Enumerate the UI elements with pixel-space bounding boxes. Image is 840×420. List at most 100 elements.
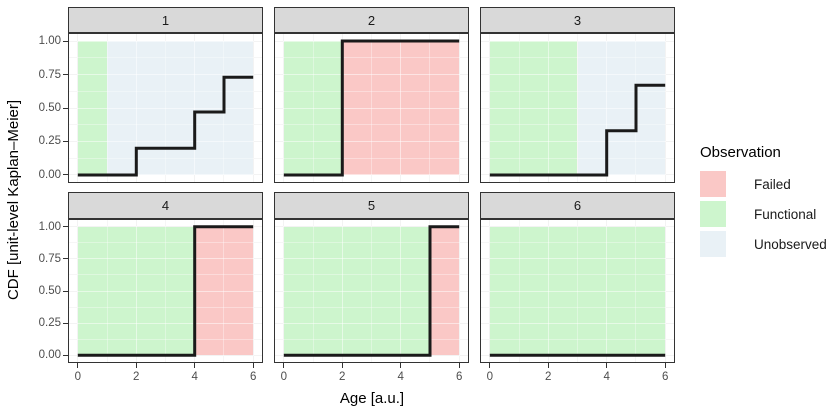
x-tick-label: 2 xyxy=(339,371,346,383)
legend: Observation Failed Functional Unobserved xyxy=(700,144,827,261)
gridline-overlay xyxy=(481,107,674,109)
facet-strip-6: 6 xyxy=(480,192,675,219)
gridline-overlay xyxy=(69,140,262,142)
x-tick-mark xyxy=(341,363,343,368)
legend-label-unobserved: Unobserved xyxy=(754,236,827,252)
y-tick-label: 1.00 xyxy=(38,220,61,233)
facet-panel-1 xyxy=(68,33,263,183)
gridline-overlay xyxy=(481,74,674,76)
gridline-overlay xyxy=(275,274,468,276)
gridline-overlay xyxy=(275,306,468,308)
gridline-overlay xyxy=(69,90,262,92)
x-tick-mark xyxy=(606,363,608,368)
y-tick-label: 0.50 xyxy=(38,285,61,297)
gridline-overlay xyxy=(69,57,262,59)
gridline-overlay xyxy=(481,57,674,59)
x-tick-mark xyxy=(458,363,460,368)
gridline-overlay xyxy=(481,140,674,142)
y-tick-mark xyxy=(63,140,68,142)
x-tick-label: 4 xyxy=(191,371,198,383)
facet-strip-3: 3 xyxy=(480,7,675,33)
y-tick-mark xyxy=(63,226,68,228)
y-tick-mark xyxy=(63,74,68,76)
x-tick-label: 6 xyxy=(250,371,257,383)
legend-item-failed: Failed xyxy=(700,171,827,197)
gridline-overlay xyxy=(481,338,674,340)
facet-panel-6 xyxy=(480,219,675,363)
gridline-overlay xyxy=(481,90,674,92)
gridline-overlay xyxy=(481,124,674,126)
gridline-overlay xyxy=(481,157,674,159)
gridline-overlay xyxy=(275,258,468,260)
y-tick-label: 0.75 xyxy=(38,68,61,81)
gridline-overlay xyxy=(69,290,262,292)
facet-strip-1: 1 xyxy=(68,7,263,33)
y-tick-mark xyxy=(63,354,68,356)
gridline-overlay xyxy=(481,258,674,260)
x-tick-label: 6 xyxy=(662,371,669,383)
facet-strip-5: 5 xyxy=(274,192,469,219)
x-tick-mark xyxy=(77,363,79,368)
facet-strip-2: 2 xyxy=(274,7,469,33)
facet-panel-2 xyxy=(274,33,469,183)
gridline-overlay xyxy=(481,306,674,308)
gridline-overlay xyxy=(69,107,262,109)
x-tick-label: 0 xyxy=(74,371,81,383)
gridline-overlay xyxy=(275,140,468,142)
gridline-overlay xyxy=(69,274,262,276)
gridline-overlay xyxy=(69,40,262,42)
x-tick-mark xyxy=(283,363,285,368)
y-tick-label: 0.25 xyxy=(38,317,61,330)
legend-label-failed: Failed xyxy=(754,176,791,192)
gridline-overlay xyxy=(275,124,468,126)
gridline-overlay xyxy=(275,107,468,109)
kaplan-meier-step-line xyxy=(283,225,460,357)
x-tick-mark xyxy=(135,363,137,368)
x-tick-mark xyxy=(547,363,549,368)
gridline-overlay xyxy=(69,258,262,260)
facet-panel-4 xyxy=(68,219,263,363)
y-tick-mark xyxy=(63,174,68,176)
kaplan-meier-step-line xyxy=(489,353,666,357)
facet-strip-4: 4 xyxy=(68,192,263,219)
gridline-overlay xyxy=(481,322,674,324)
gridline-overlay xyxy=(275,242,468,244)
y-tick-mark xyxy=(63,322,68,324)
x-tick-label: 0 xyxy=(486,371,493,383)
legend-item-functional: Functional xyxy=(700,201,827,227)
facet-panel-3 xyxy=(480,33,675,183)
gridline-overlay xyxy=(69,124,262,126)
gridline-overlay xyxy=(275,290,468,292)
gridline-overlay xyxy=(275,174,468,176)
gridline-overlay xyxy=(275,226,468,228)
legend-label-functional: Functional xyxy=(754,206,817,222)
gridline-overlay xyxy=(69,338,262,340)
kaplan-meier-step-line xyxy=(77,225,254,357)
y-tick-mark xyxy=(63,40,68,42)
y-tick-label: 0.50 xyxy=(38,102,61,114)
x-tick-label: 4 xyxy=(603,371,610,383)
gridline-overlay xyxy=(69,174,262,176)
facet-panel-5 xyxy=(274,219,469,363)
kaplan-meier-step-line xyxy=(489,83,666,177)
gridline-overlay xyxy=(481,242,674,244)
y-tick-mark xyxy=(63,290,68,292)
gridline-overlay xyxy=(275,74,468,76)
x-tick-mark xyxy=(664,363,666,368)
gridline-overlay xyxy=(275,90,468,92)
gridline-overlay xyxy=(69,306,262,308)
gridline-overlay xyxy=(481,274,674,276)
y-axis-title: CDF [unit-level Kaplan–Meier] xyxy=(5,99,22,301)
y-tick-mark xyxy=(63,107,68,109)
kaplan-meier-step-line xyxy=(283,39,460,177)
gridline-overlay xyxy=(275,157,468,159)
gridline-overlay xyxy=(275,57,468,59)
gridline-overlay xyxy=(69,157,262,159)
gridline-overlay xyxy=(481,226,674,228)
gridline-overlay xyxy=(69,242,262,244)
functional-swatch xyxy=(700,201,726,227)
y-tick-mark xyxy=(63,258,68,260)
x-tick-label: 0 xyxy=(280,371,287,383)
x-axis-title: Age [a.u.] xyxy=(339,390,405,407)
